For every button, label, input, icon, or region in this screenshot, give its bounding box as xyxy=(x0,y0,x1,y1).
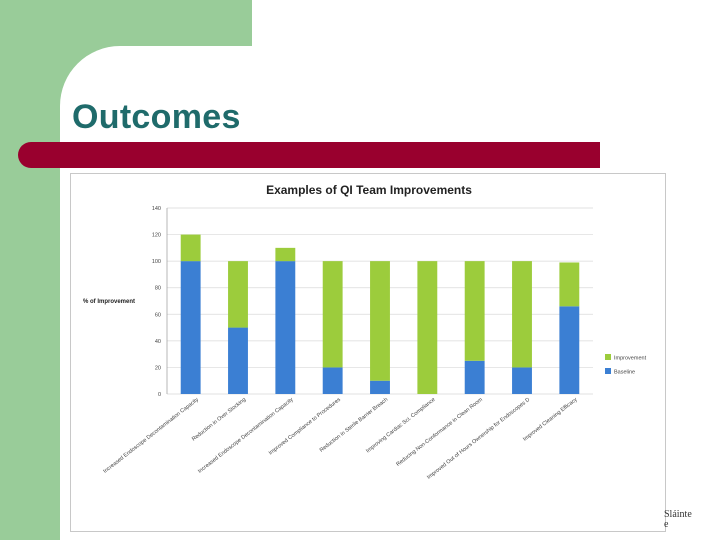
bar-baseline xyxy=(180,261,201,394)
bar-baseline xyxy=(464,360,485,394)
chart-frame: Examples of QI Team Improvements % of Im… xyxy=(70,173,666,532)
bar-baseline xyxy=(512,367,532,394)
chart-title: Examples of QI Team Improvements xyxy=(266,183,472,197)
y-tick-label: 80 xyxy=(155,286,161,292)
bar-improvement xyxy=(559,262,580,307)
bar-baseline xyxy=(228,327,248,394)
bar-baseline xyxy=(559,306,580,394)
x-tick-label: Increased Endoscope Decontamination Capa… xyxy=(197,397,295,475)
logo-line: Sláinte e xyxy=(664,509,692,530)
legend-label: Baseline xyxy=(614,370,635,376)
bar-improvement xyxy=(370,261,390,381)
bar-improvement xyxy=(417,261,438,394)
bar-baseline xyxy=(275,261,296,394)
bar-improvement xyxy=(275,247,296,262)
x-tick-label: Increased Endoscope Decontamination Capa… xyxy=(102,397,200,475)
title-accent-bar xyxy=(18,142,600,168)
legend-swatch xyxy=(605,368,611,374)
x-tick-label: Improved Cleaning Efficacy xyxy=(522,397,579,443)
y-tick-label: 0 xyxy=(158,392,161,398)
bar-improvement xyxy=(322,261,343,368)
stacked-bar-chart: Examples of QI Team Improvements % of Im… xyxy=(83,183,647,481)
y-tick-label: 40 xyxy=(155,339,161,345)
legend-label: Improvement xyxy=(614,356,647,362)
legend: Improvement Baseline xyxy=(605,354,647,376)
x-tick-labels: Increased Endoscope Decontamination Capa… xyxy=(102,397,578,481)
x-tick-label: Reduction in Over Stocking xyxy=(191,397,247,443)
y-tick-label: 20 xyxy=(155,365,161,371)
bar-improvement xyxy=(512,261,532,368)
bar-improvement xyxy=(180,234,201,262)
bar-baseline xyxy=(322,367,343,394)
bars xyxy=(180,234,580,394)
bar-baseline xyxy=(370,380,390,394)
x-tick-label: Improved Out of Hours Ownership for Endo… xyxy=(426,397,531,481)
slide-title: Outcomes xyxy=(72,98,241,136)
legend-swatch xyxy=(605,354,611,360)
bar-improvement xyxy=(228,261,248,328)
logo-text: Sláinte e xyxy=(664,510,692,530)
bar-improvement xyxy=(464,261,485,361)
y-tick-label: 140 xyxy=(152,206,161,212)
y-axis-label: % of Improvement xyxy=(83,299,135,305)
y-tick-label: 100 xyxy=(152,259,161,265)
y-tick-label: 120 xyxy=(152,233,161,239)
x-tick-label: Reducing Non-Conformance in Clean Room xyxy=(395,397,484,468)
y-tick-label: 60 xyxy=(155,312,161,318)
y-tick-labels: 0 20 40 60 80 100 120 140 xyxy=(152,206,161,398)
